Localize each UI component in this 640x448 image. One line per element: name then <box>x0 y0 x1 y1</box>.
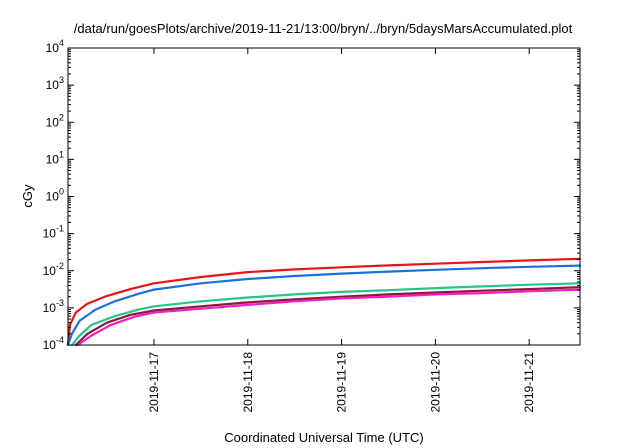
series-line-5 <box>76 288 582 347</box>
y-tick-label: 10-1 <box>43 224 64 241</box>
y-axis: 10-4 10-3 10-2 10-1 100 101 102 103 104 <box>43 38 580 352</box>
y-tick-label: 10-2 <box>43 261 64 278</box>
y-tick-label: 104 <box>46 38 64 55</box>
plot-lines <box>66 257 582 347</box>
y-tick-label: 10-3 <box>43 298 64 315</box>
x-tick-label: 2019-11-18 <box>241 352 255 413</box>
x-axis-label: Coordinated Universal Time (UTC) <box>224 430 423 445</box>
series-line-3 <box>70 282 582 347</box>
chart-title: /data/run/goesPlots/archive/2019-11-21/1… <box>74 21 573 36</box>
x-axis: 2019-11-17 2019-11-18 2019-11-19 2019-11-20… <box>147 48 536 413</box>
y-tick-label: 10-4 <box>43 335 64 352</box>
y-axis-label: cGy <box>20 184 35 208</box>
x-tick-label: 2019-11-20 <box>428 352 442 413</box>
x-tick-label: 2019-11-21 <box>522 352 536 413</box>
x-tick-label: 2019-11-17 <box>147 352 161 413</box>
series-line-2 <box>66 264 582 347</box>
y-tick-label: 101 <box>46 149 64 166</box>
y-tick-label: 100 <box>46 187 64 204</box>
x-tick-label: 2019-11-19 <box>335 352 349 413</box>
series-line-4 <box>74 286 582 347</box>
y-tick-label: 103 <box>46 75 64 92</box>
series-line-1 <box>66 257 582 347</box>
y-tick-label: 102 <box>46 112 64 129</box>
